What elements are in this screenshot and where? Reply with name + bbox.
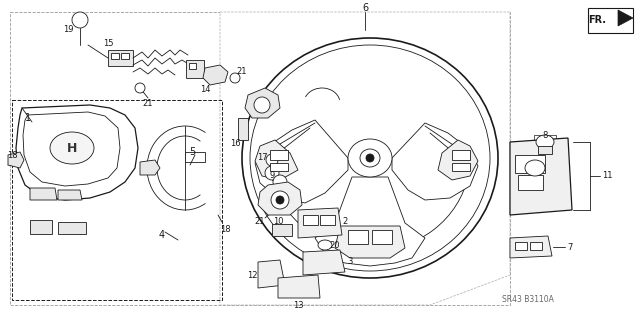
Polygon shape — [315, 177, 425, 266]
Polygon shape — [258, 260, 285, 288]
Ellipse shape — [536, 135, 554, 149]
Bar — [518, 175, 543, 190]
Bar — [121, 53, 129, 59]
Polygon shape — [140, 160, 160, 175]
Ellipse shape — [360, 149, 380, 167]
Polygon shape — [255, 140, 298, 180]
Polygon shape — [16, 105, 138, 200]
Text: 16: 16 — [230, 138, 240, 147]
Text: 20: 20 — [330, 241, 340, 249]
Text: FR.: FR. — [588, 15, 606, 25]
Ellipse shape — [318, 240, 332, 250]
Bar — [30, 220, 52, 234]
Polygon shape — [298, 208, 342, 238]
Ellipse shape — [525, 160, 545, 176]
Polygon shape — [58, 190, 82, 200]
Text: 14: 14 — [200, 85, 211, 94]
Polygon shape — [258, 182, 302, 215]
Ellipse shape — [271, 191, 289, 209]
Text: 5: 5 — [189, 147, 195, 157]
Bar — [12, 100, 222, 300]
Bar — [189, 63, 196, 69]
Polygon shape — [618, 10, 633, 26]
Bar — [270, 163, 288, 171]
Bar — [186, 60, 204, 78]
Text: 21: 21 — [237, 68, 247, 77]
Text: 13: 13 — [292, 300, 303, 309]
Text: 7: 7 — [567, 242, 573, 251]
Text: 15: 15 — [103, 40, 113, 48]
Bar — [452, 150, 470, 160]
Bar — [534, 135, 556, 150]
Polygon shape — [278, 275, 320, 298]
Bar — [452, 163, 470, 171]
Bar — [320, 215, 335, 225]
Ellipse shape — [242, 38, 498, 278]
Bar — [515, 242, 527, 250]
Polygon shape — [510, 236, 552, 258]
Polygon shape — [255, 120, 348, 203]
Bar — [270, 150, 288, 160]
Text: 12: 12 — [247, 271, 257, 279]
Polygon shape — [438, 140, 478, 180]
Text: 9: 9 — [269, 170, 275, 180]
Polygon shape — [335, 226, 405, 258]
Text: 19: 19 — [63, 26, 73, 34]
Ellipse shape — [254, 97, 270, 113]
Bar — [303, 215, 318, 225]
Ellipse shape — [50, 132, 94, 164]
Text: 3: 3 — [348, 257, 353, 266]
Ellipse shape — [265, 166, 279, 180]
Polygon shape — [220, 12, 510, 305]
Bar — [348, 230, 368, 244]
Bar — [515, 155, 545, 173]
Polygon shape — [245, 88, 280, 118]
Bar — [372, 230, 392, 244]
Bar — [111, 53, 119, 59]
Ellipse shape — [266, 154, 278, 166]
Bar — [530, 242, 542, 250]
Ellipse shape — [348, 139, 392, 177]
Text: 8: 8 — [542, 130, 548, 139]
Ellipse shape — [276, 196, 284, 204]
Ellipse shape — [230, 73, 240, 83]
Text: 4: 4 — [159, 230, 165, 240]
Bar — [588, 8, 633, 33]
Bar — [272, 224, 292, 236]
Ellipse shape — [273, 175, 287, 189]
Ellipse shape — [366, 154, 374, 162]
Polygon shape — [510, 138, 572, 215]
Ellipse shape — [72, 12, 88, 28]
Bar — [538, 146, 552, 154]
Text: 10: 10 — [273, 218, 284, 226]
Bar — [185, 152, 205, 162]
Polygon shape — [303, 250, 345, 275]
Text: 17: 17 — [257, 152, 268, 161]
Text: 21: 21 — [143, 99, 153, 108]
Bar — [238, 118, 248, 140]
Text: 18: 18 — [220, 226, 230, 234]
Bar — [58, 222, 86, 234]
Ellipse shape — [135, 83, 145, 93]
Text: H: H — [67, 142, 77, 154]
Polygon shape — [8, 152, 24, 168]
Text: 11: 11 — [602, 170, 612, 180]
Text: 2: 2 — [342, 218, 348, 226]
Polygon shape — [392, 123, 478, 200]
Text: 1: 1 — [25, 113, 31, 123]
Bar — [108, 50, 133, 66]
Text: 21: 21 — [255, 218, 265, 226]
Polygon shape — [30, 188, 57, 200]
Text: 18: 18 — [6, 151, 17, 160]
Text: 6: 6 — [362, 3, 368, 13]
Polygon shape — [203, 65, 228, 85]
Text: SR43 B3110A: SR43 B3110A — [502, 295, 554, 305]
